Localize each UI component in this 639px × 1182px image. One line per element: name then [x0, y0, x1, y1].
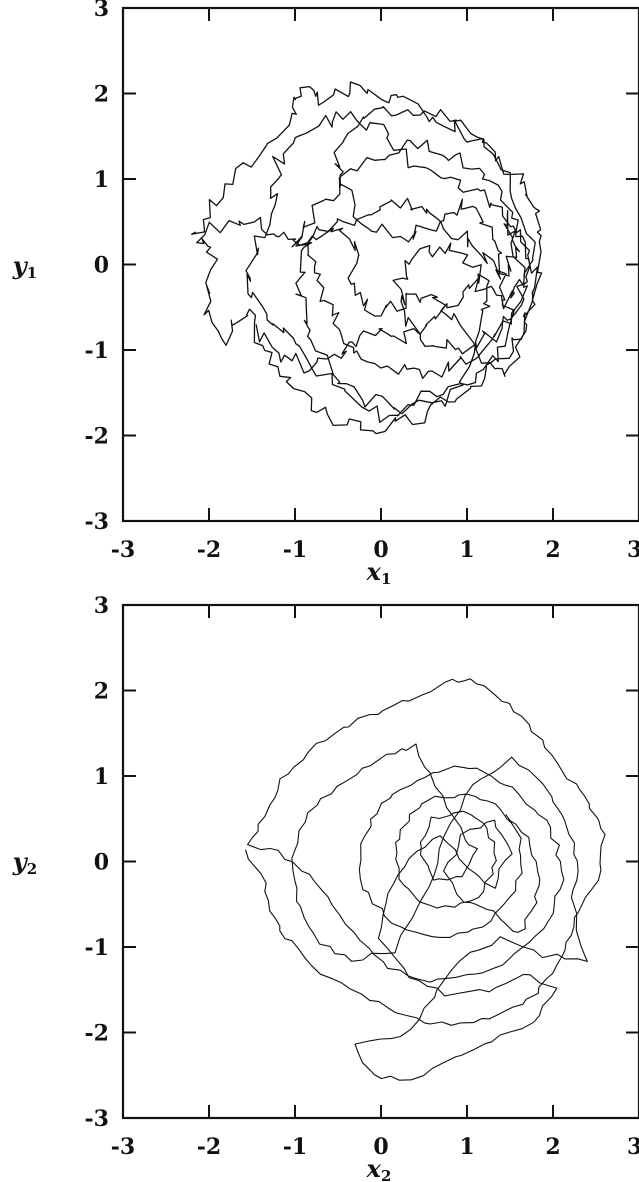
- y-tick-label: 0: [94, 253, 109, 279]
- y-tick-label: 3: [94, 593, 109, 619]
- y-tick-label: -3: [85, 509, 109, 535]
- x-tick-label: 0: [373, 537, 388, 563]
- x-tick-label: -3: [111, 1134, 135, 1160]
- y-tick-label: 2: [94, 82, 109, 108]
- x-tick-label: 0: [373, 1134, 388, 1160]
- y-axis-label: y2: [12, 847, 37, 878]
- y-tick-label: 3: [94, 0, 109, 22]
- phase-plot-2: -3 -2 -1 0 1 2 3 3 2 1 0 -1 -2 -3 x2 y2: [12, 593, 639, 1182]
- y-tick-label: 2: [94, 679, 109, 705]
- x-axis-label: x2: [366, 1154, 392, 1182]
- x-tick-label: -3: [111, 537, 135, 563]
- x-tick-label: 2: [545, 1134, 560, 1160]
- plot-frame: [121, 603, 639, 1120]
- y-tick-label: -2: [85, 424, 109, 450]
- y-axis-label: y1: [12, 251, 37, 282]
- y-tick-label: 0: [94, 850, 109, 876]
- y-tick-label: 1: [94, 167, 109, 193]
- trajectory-series: [191, 81, 543, 435]
- y-tick-label: -3: [85, 1106, 109, 1132]
- x-tick-label: 3: [627, 537, 639, 563]
- x-tick-label: -1: [283, 537, 307, 563]
- y-tick-label: -1: [85, 338, 109, 364]
- y-tick-label: -2: [85, 1021, 109, 1047]
- x-tick-label: 3: [627, 1134, 639, 1160]
- phase-plot-1: -3 -2 -1 0 1 2 3 3 2 1 0 -1 -2 -3 x1 y1: [12, 0, 639, 588]
- x-tick-label: 2: [545, 537, 560, 563]
- x-tick-label: -2: [197, 1134, 221, 1160]
- y-tick-label: -1: [85, 935, 109, 961]
- x-tick-label: 1: [459, 537, 474, 563]
- plot-frame: [121, 6, 639, 523]
- y-tick-label: 1: [94, 764, 109, 790]
- x-axis-label: x1: [366, 557, 392, 588]
- x-tick-label: -1: [283, 1134, 307, 1160]
- x-tick-label: -2: [197, 537, 221, 563]
- trajectory-series: [244, 678, 606, 1081]
- x-tick-label: 1: [459, 1134, 474, 1160]
